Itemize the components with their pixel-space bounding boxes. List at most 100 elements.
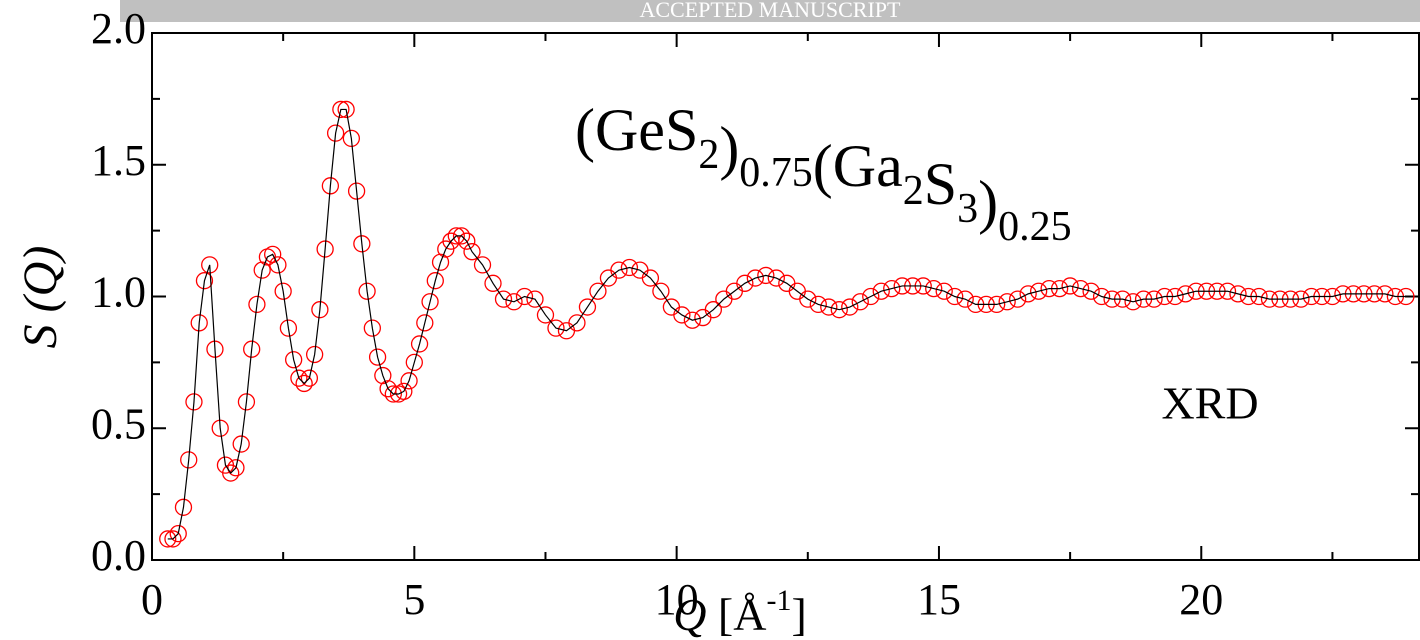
data-point — [159, 530, 177, 548]
data-point — [452, 227, 471, 245]
data-point — [515, 287, 534, 306]
data-point — [342, 129, 361, 148]
data-point — [332, 100, 350, 119]
data-point — [610, 261, 628, 279]
data-point — [337, 100, 355, 119]
data-point — [347, 182, 366, 200]
data-point — [1124, 293, 1142, 311]
data-point — [704, 301, 723, 319]
data-point — [1019, 285, 1037, 303]
data-point — [1229, 285, 1247, 303]
data-point — [264, 245, 282, 263]
title-subscript: 3 — [957, 186, 978, 232]
title-text: (Ga — [813, 133, 903, 199]
data-point — [237, 393, 256, 411]
data-point — [368, 348, 387, 366]
data-point — [547, 319, 565, 337]
data-point — [384, 385, 402, 403]
data-point — [274, 282, 292, 300]
x-tick-label: 15 — [917, 575, 961, 624]
data-point — [505, 293, 523, 311]
data-point — [757, 266, 775, 285]
data-point — [421, 293, 439, 311]
data-point — [243, 340, 261, 358]
data-point — [641, 269, 660, 287]
data-point — [746, 269, 764, 287]
title-text: S — [924, 151, 957, 217]
data-point — [458, 232, 476, 250]
title-text: (GeS — [575, 97, 698, 163]
title-text: ) — [719, 115, 739, 181]
data-point — [426, 272, 444, 290]
data-point — [851, 293, 869, 311]
title-subscript: 0.25 — [998, 204, 1072, 250]
data-point — [305, 345, 324, 364]
data-point — [1061, 277, 1079, 295]
title-subscript: 2 — [698, 132, 719, 178]
x-tick-label: 0 — [141, 575, 163, 624]
data-point — [300, 369, 319, 387]
data-point — [311, 301, 329, 319]
data-point — [227, 459, 245, 477]
title-subscript: 0.75 — [739, 150, 813, 196]
data-point — [925, 279, 943, 298]
data-point — [589, 282, 607, 300]
data-point — [799, 290, 817, 308]
data-point — [830, 301, 848, 319]
data-point — [410, 335, 429, 353]
data-point — [998, 293, 1016, 311]
x-label-unit: [Å — [706, 589, 766, 640]
data-point — [180, 451, 198, 469]
data-point — [673, 306, 691, 324]
data-point — [494, 290, 513, 308]
data-point — [620, 258, 639, 277]
x-axis-label: Q [Å-1] — [673, 584, 807, 640]
data-point — [935, 282, 953, 300]
data-point — [536, 306, 555, 324]
data-point — [1009, 290, 1027, 308]
data-point — [1082, 282, 1100, 300]
data-point — [316, 240, 334, 258]
data-point — [809, 295, 827, 314]
data-point — [169, 525, 187, 543]
data-point — [883, 279, 901, 298]
data-point — [363, 319, 381, 337]
data-point — [568, 314, 586, 332]
data-point — [820, 298, 838, 316]
data-point — [269, 256, 287, 274]
data-point — [946, 287, 964, 306]
banner-bar — [120, 0, 1420, 22]
y-tick-label: 0.5 — [91, 399, 146, 448]
data-point — [195, 272, 214, 290]
data-point — [1029, 282, 1048, 300]
data-point — [652, 282, 670, 300]
title-subscript: 2 — [903, 168, 924, 214]
data-point — [295, 374, 313, 393]
plot-frame — [151, 32, 1420, 561]
data-point — [405, 353, 423, 372]
data-point — [174, 498, 193, 516]
y-tick-label: 0.0 — [91, 531, 146, 580]
data-point — [164, 530, 182, 548]
data-point — [872, 282, 890, 300]
data-point — [767, 269, 785, 287]
title-text: ) — [978, 169, 998, 235]
data-point — [358, 282, 376, 300]
data-point — [447, 227, 465, 245]
data-point — [473, 256, 492, 274]
data-point — [285, 351, 303, 369]
data-point — [484, 274, 502, 292]
x-tick-label: 20 — [1179, 575, 1223, 624]
x-tick-label: 10 — [655, 575, 699, 624]
chart-title: (GeS2)0.75(Ga2S3)0.25 — [575, 97, 1072, 250]
data-point — [248, 295, 266, 314]
data-point — [862, 287, 880, 306]
data-point — [526, 290, 544, 308]
fit-line — [167, 108, 1406, 540]
data-point — [416, 314, 434, 332]
data-point — [353, 235, 371, 253]
data-point — [222, 464, 240, 482]
x-label-sup: -1 — [766, 584, 791, 617]
x-label-var: Q — [673, 589, 706, 640]
